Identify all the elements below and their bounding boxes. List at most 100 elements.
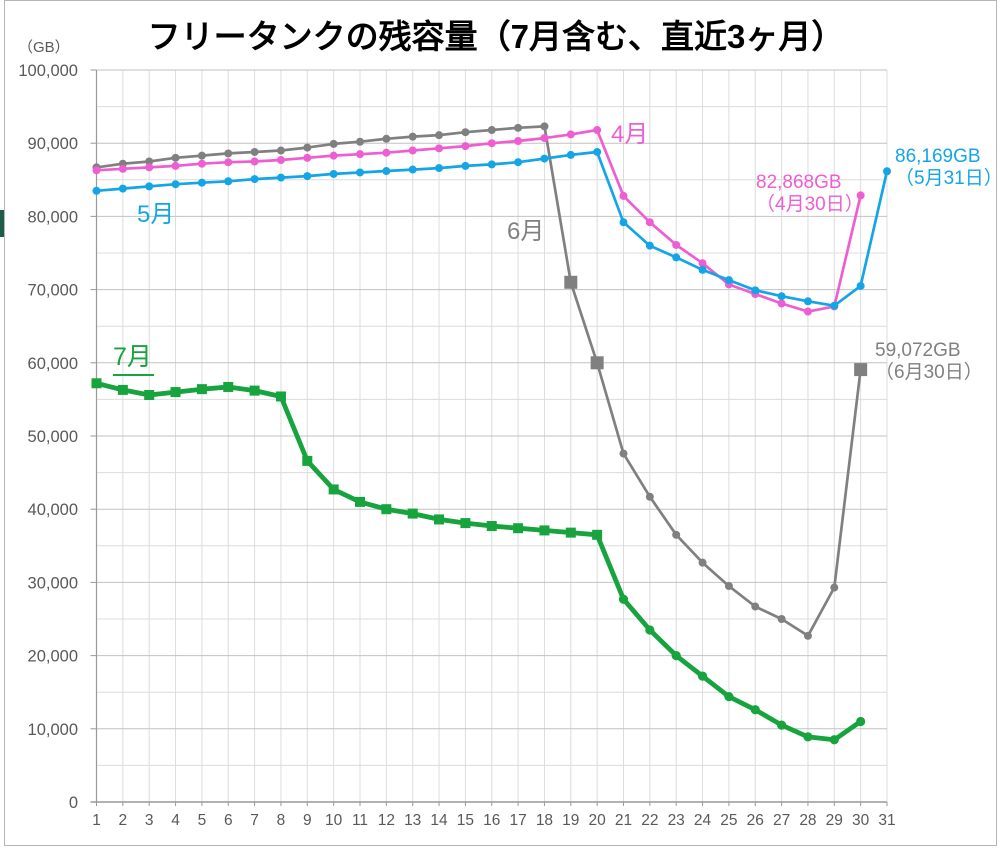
marker-june-day14: [435, 131, 444, 140]
marker-april-day27: [777, 299, 786, 308]
y-axis-unit-label: （GB）: [18, 39, 70, 56]
series-june: [92, 122, 868, 640]
svg-text:60,000: 60,000: [28, 355, 78, 373]
marker-may-day23: [672, 253, 681, 262]
marker-june-day15: [461, 128, 470, 137]
marker-july-day29: [829, 735, 839, 745]
marker-july-day15: [460, 518, 471, 529]
annotation-june-date: （6月30日）: [875, 362, 983, 383]
marker-april-day28: [803, 307, 812, 316]
marker-april-day8: [276, 156, 285, 165]
x-axis-tick-labels: 1 2 3 4 5 6 7 8 9 10 11 12 13 14 15 16 17 18 19 20 21 22 23 24 2…: [92, 812, 895, 829]
marker-july-day21: [618, 594, 629, 604]
marker-may-day25: [724, 276, 733, 285]
marker-june-day11: [356, 137, 364, 146]
marker-april-day16: [487, 139, 496, 148]
svg-text:50,000: 50,000: [28, 428, 78, 446]
svg-text:18: 18: [536, 812, 553, 829]
marker-may-day19: [566, 150, 575, 159]
marker-may-day11: [356, 168, 364, 177]
svg-text:14: 14: [430, 812, 448, 829]
marker-april-day7: [250, 157, 259, 166]
marker-april-day14: [435, 144, 444, 153]
annotation-may-date: （5月31日）: [895, 168, 1001, 189]
svg-text:20: 20: [589, 812, 607, 829]
marker-may-day5: [197, 178, 206, 187]
marker-july-day24: [697, 671, 708, 681]
marker-july-day10: [328, 484, 339, 495]
edge-accent-strip: [0, 210, 4, 237]
marker-june-day26: [751, 602, 760, 611]
svg-text:13: 13: [404, 812, 421, 829]
series-label-april: 4月: [611, 121, 649, 148]
marker-june-day8: [276, 146, 285, 155]
marker-may-day9: [303, 172, 312, 181]
marker-may-day30: [856, 281, 865, 290]
svg-text:15: 15: [457, 812, 474, 829]
marker-july-day26: [750, 705, 760, 715]
marker-may-day6: [224, 177, 233, 186]
series-label-june: 6月: [507, 218, 545, 245]
marker-june-day16: [487, 126, 496, 135]
marker-may-day20: [593, 147, 602, 156]
marker-june-day10: [329, 139, 338, 148]
marker-april-day20: [593, 126, 602, 135]
marker-may-day24: [698, 265, 707, 274]
annotation-may-final: 86,169GB （5月31日）: [895, 146, 1001, 190]
marker-june-day20: [590, 356, 604, 370]
svg-text:7: 7: [250, 812, 259, 829]
annotation-april-final: 82,868GB （4月30日）: [756, 172, 864, 216]
chart-title: フリータンクの残容量（7月含む、直近3ヶ月）: [147, 18, 845, 55]
marker-july-day11: [355, 496, 365, 507]
annotation-june-value: 59,072GB: [875, 340, 961, 361]
marker-july-day1: [91, 378, 102, 389]
marker-may-day27: [777, 292, 786, 301]
marker-june-day19: [564, 275, 578, 289]
svg-text:12: 12: [378, 812, 395, 829]
marker-july-day8: [275, 391, 286, 402]
marker-april-day2: [118, 164, 127, 173]
svg-text:80,000: 80,000: [28, 208, 78, 226]
svg-text:8: 8: [277, 812, 286, 829]
marker-may-day31: [883, 167, 891, 176]
marker-july-day20: [592, 529, 603, 540]
marker-april-day12: [382, 148, 391, 157]
series-label-july: 7月: [113, 337, 154, 376]
marker-june-day9: [303, 143, 312, 152]
svg-text:70,000: 70,000: [28, 282, 78, 300]
svg-text:9: 9: [303, 812, 312, 829]
marker-july-day23: [671, 651, 681, 661]
svg-text:10,000: 10,000: [28, 721, 78, 739]
svg-text:2: 2: [119, 812, 128, 829]
marker-april-day23: [672, 240, 681, 249]
marker-july-day2: [117, 384, 128, 395]
annotation-april-date: （4月30日）: [756, 194, 864, 215]
marker-april-day21: [619, 191, 628, 200]
marker-may-day7: [250, 175, 259, 184]
marker-may-day18: [540, 154, 549, 163]
svg-text:17: 17: [509, 812, 526, 829]
svg-text:29: 29: [826, 812, 843, 829]
svg-text:100,000: 100,000: [18, 62, 78, 80]
series-may: [92, 147, 891, 310]
marker-june-day30: [854, 363, 868, 377]
marker-april-day22: [645, 218, 654, 227]
marker-april-day1: [92, 166, 101, 175]
svg-text:31: 31: [878, 812, 895, 829]
marker-july-day5: [196, 384, 207, 395]
marker-april-day6: [224, 158, 233, 167]
marker-july-day22: [645, 625, 655, 635]
marker-july-day3: [144, 390, 155, 401]
marker-july-day25: [724, 691, 734, 702]
marker-june-day25: [724, 582, 733, 591]
marker-april-day30: [856, 191, 865, 200]
marker-june-day12: [382, 134, 391, 143]
marker-may-day16: [487, 160, 496, 169]
marker-july-day4: [170, 387, 181, 398]
annotation-april-value: 82,868GB: [756, 172, 842, 193]
marker-june-day22: [645, 492, 654, 501]
marker-april-day15: [461, 142, 470, 151]
svg-text:16: 16: [483, 812, 500, 829]
series-july: [91, 378, 866, 745]
